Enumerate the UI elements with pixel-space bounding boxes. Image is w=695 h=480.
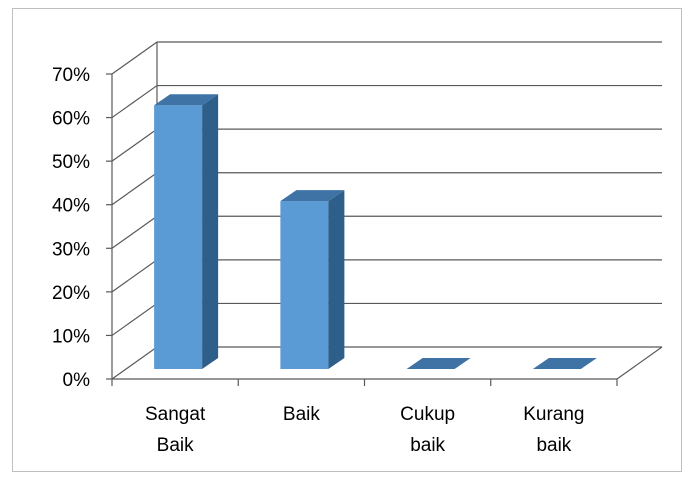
bar-side-1 — [328, 190, 345, 369]
gridline-depth-7 — [111, 41, 158, 75]
gridline-depth-6 — [111, 85, 158, 119]
gridline-depth-1 — [111, 302, 158, 336]
bar-top-3 — [532, 358, 597, 369]
y-tick-label-6: 60% — [52, 109, 90, 130]
x-category-label-0-1: Baik — [157, 435, 194, 456]
bar-top-0 — [154, 94, 219, 106]
y-tick-label-4: 40% — [52, 196, 90, 217]
y-tick-label-7: 70% — [52, 65, 90, 86]
bar-top-2 — [406, 358, 471, 369]
gridline-depth-4 — [111, 172, 158, 206]
gridline-depth-0 — [111, 346, 158, 380]
floor-right-edge — [616, 346, 663, 380]
y-tick-label-0: 0% — [63, 370, 91, 391]
x-category-label-3-1: baik — [536, 435, 571, 456]
gridline-depth-5 — [111, 128, 158, 162]
x-category-label-1-0: Baik — [283, 404, 320, 425]
x-category-label-2-1: baik — [410, 435, 445, 456]
bar-side-0 — [202, 94, 219, 369]
bar-top-1 — [280, 190, 345, 202]
gridline-depth-3 — [111, 215, 158, 249]
y-tick-label-2: 20% — [52, 283, 90, 304]
x-category-label-0-0: Sangat — [145, 404, 206, 425]
y-tick-label-3: 30% — [52, 239, 90, 260]
y-tick-label-1: 10% — [52, 326, 90, 347]
bar-front-0 — [154, 105, 203, 369]
gridline-depth-2 — [111, 259, 158, 293]
x-category-label-3-0: Kurang — [523, 404, 584, 425]
y-tick-label-5: 50% — [52, 152, 90, 173]
x-category-label-2-0: Cukup — [400, 404, 455, 425]
bar-front-1 — [280, 201, 329, 369]
